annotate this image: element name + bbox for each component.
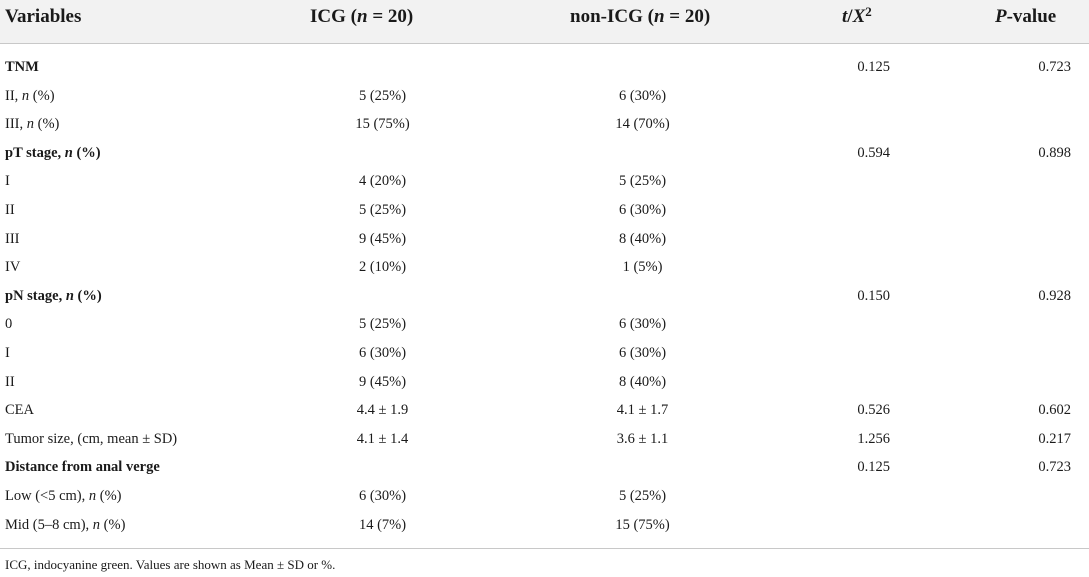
cell-icg: 4.1 ± 1.4 — [356, 430, 409, 447]
cell-non-icg: 4.1 ± 1.7 — [616, 402, 669, 419]
cell-variable: Low (<5 cm), n (%) — [5, 488, 122, 504]
table-bottom-rule — [0, 548, 1089, 549]
cell-icg: 5 (25%) — [358, 316, 407, 333]
table-row: IV 2 (10%) 1 (5%) — [0, 253, 1089, 282]
cell-icg: 9 (45%) — [358, 373, 407, 390]
cell-variable: 0 — [5, 316, 13, 333]
cell-test-stat: 0.526 — [857, 402, 890, 419]
table-header: Variables ICG (n = 20) non-ICG (n = 20) … — [0, 0, 1089, 44]
table-row: Mid (5–8 cm), n (%) 14 (7%) 15 (75%) — [0, 511, 1089, 540]
cell-test-stat: 0.125 — [857, 59, 890, 75]
table-row: III, n (%) 15 (75%) 14 (70%) — [0, 110, 1089, 139]
cell-non-icg: 8 (40%) — [618, 230, 667, 247]
cell-variable: pT stage, n (%) — [5, 144, 101, 161]
header-test-stat: t/X2 — [842, 4, 872, 27]
cell-icg: 5 (25%) — [358, 87, 407, 104]
cell-non-icg: 8 (40%) — [618, 373, 667, 390]
cell-p-value: 0.723 — [1038, 459, 1071, 476]
table-row: II 5 (25%) 6 (30%) — [0, 196, 1089, 225]
cell-variable: III — [5, 230, 20, 247]
table-row: Distance from anal verge 0.125 0.723 — [0, 453, 1089, 482]
cell-test-stat: 0.594 — [857, 144, 890, 161]
table-row: II 9 (45%) 8 (40%) — [0, 368, 1089, 397]
cell-non-icg: 6 (30%) — [618, 316, 667, 333]
cell-non-icg: 14 (70%) — [615, 116, 670, 133]
cell-icg: 9 (45%) — [358, 230, 407, 247]
cell-icg: 4 (20%) — [358, 173, 407, 190]
table-row: III 9 (45%) 8 (40%) — [0, 225, 1089, 254]
cell-variable: II, n (%) — [5, 87, 55, 104]
cell-icg: 15 (75%) — [355, 116, 410, 133]
table-row: I 6 (30%) 6 (30%) — [0, 339, 1089, 368]
cell-variable: III, n (%) — [5, 116, 60, 133]
cell-variable: Distance from anal verge — [5, 459, 160, 476]
cell-non-icg: 1 (5%) — [622, 259, 663, 276]
table-row: II, n (%) 5 (25%) 6 (30%) — [0, 82, 1089, 111]
header-icg: ICG (n = 20) — [310, 6, 414, 27]
table-footnote: ICG, indocyanine green. Values are shown… — [5, 557, 336, 572]
header-variables: Variables — [5, 6, 82, 27]
table-row: Tumor size, (cm, mean ± SD) 4.1 ± 1.4 3.6 … — [0, 425, 1089, 454]
cell-icg: 14 (7%) — [358, 516, 407, 533]
table-row: 0 5 (25%) 6 (30%) — [0, 310, 1089, 339]
cell-non-icg: 6 (30%) — [618, 202, 667, 218]
cell-non-icg: 6 (30%) — [618, 345, 667, 361]
cell-p-value: 0.723 — [1038, 59, 1071, 75]
header-non-icg: non-ICG (n = 20) — [570, 6, 711, 27]
table-row: CEA 4.4 ± 1.9 4.1 ± 1.7 0.526 0.602 — [0, 396, 1089, 425]
cell-non-icg: 3.6 ± 1.1 — [616, 430, 669, 447]
cell-icg: 6 (30%) — [358, 488, 407, 504]
cell-icg: 2 (10%) — [358, 259, 407, 276]
cell-non-icg: 6 (30%) — [618, 87, 667, 104]
cell-p-value: 0.898 — [1038, 144, 1071, 161]
cell-icg: 4.4 ± 1.9 — [356, 402, 409, 419]
cell-variable: Tumor size, (cm, mean ± SD) — [5, 430, 178, 447]
cell-variable: TNM — [5, 59, 39, 75]
header-p-value: P-value — [995, 6, 1057, 27]
cell-non-icg: 15 (75%) — [615, 516, 670, 533]
table-row: pN stage, n (%) 0.150 0.928 — [0, 282, 1089, 311]
table-row: TNM 0.125 0.723 — [0, 53, 1089, 82]
cell-variable: I — [5, 173, 10, 190]
cell-variable: II — [5, 373, 15, 390]
table-row: I 4 (20%) 5 (25%) — [0, 167, 1089, 196]
cell-p-value: 0.928 — [1038, 287, 1071, 304]
table-row: pT stage, n (%) 0.594 0.898 — [0, 139, 1089, 168]
cell-variable: CEA — [5, 402, 34, 419]
cell-variable: IV — [5, 259, 21, 276]
cell-icg: 5 (25%) — [358, 202, 407, 218]
cell-p-value: 0.602 — [1038, 402, 1071, 419]
cell-test-stat: 0.150 — [857, 287, 890, 304]
cell-test-stat: 1.256 — [857, 430, 890, 447]
cell-test-stat: 0.125 — [857, 459, 890, 476]
cell-variable: Mid (5–8 cm), n (%) — [5, 516, 126, 533]
cell-non-icg: 5 (25%) — [618, 173, 667, 190]
cell-variable: I — [5, 345, 10, 361]
cell-variable: II — [5, 202, 15, 218]
cell-variable: pN stage, n (%) — [5, 287, 102, 304]
cell-non-icg: 5 (25%) — [618, 488, 667, 504]
cell-icg: 6 (30%) — [358, 345, 407, 361]
cell-p-value: 0.217 — [1038, 430, 1071, 447]
table-row: Low (<5 cm), n (%) 6 (30%) 5 (25%) — [0, 482, 1089, 511]
